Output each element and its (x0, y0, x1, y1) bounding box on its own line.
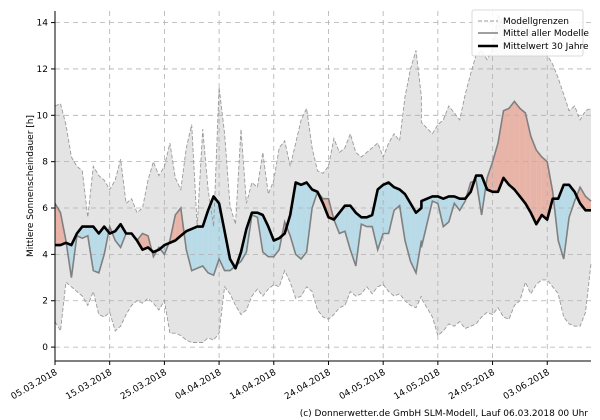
above-normal-fill (536, 150, 542, 225)
above-normal-fill (508, 101, 515, 190)
above-normal-fill (503, 108, 509, 185)
ensemble-mean-line (54, 100, 592, 278)
y-tick-label: 8 (42, 158, 48, 168)
above-normal-fill (519, 108, 526, 204)
below-normal-fill (306, 182, 313, 253)
above-normal-fill (492, 143, 499, 192)
below-normal-fill (344, 205, 351, 250)
above-normal-fill (498, 110, 504, 192)
x-tick-label: 24.04.2018 (283, 368, 333, 403)
y-tick-label: 10 (37, 111, 49, 121)
below-normal-fill (82, 226, 88, 239)
above-normal-fill (541, 157, 548, 220)
above-normal-fill (142, 233, 148, 250)
below-normal-fill (120, 224, 127, 248)
legend-label-climatology: Mittelwert 30 Jahre (503, 42, 589, 52)
below-normal-fill (394, 187, 400, 211)
legend-label-envelope: Modellgrenzen (503, 17, 569, 27)
x-tick-label: 24.05.2018 (447, 368, 497, 403)
below-normal-fill (295, 182, 302, 260)
below-normal-fill (197, 226, 203, 269)
below-normal-fill (350, 205, 356, 266)
above-normal-fill (547, 161, 553, 220)
x-tick-label: 04.04.2018 (174, 368, 224, 403)
y-tick-label: 12 (37, 65, 48, 75)
legend: Modellgrenzen Mittel aller Modelle Mitte… (471, 9, 589, 57)
climatology-line (55, 174, 591, 270)
below-normal-fill (93, 226, 99, 273)
legend-box (471, 9, 584, 57)
above-normal-fill (530, 136, 537, 225)
y-axis-title: Mittlere Sonnenscheindauer [h] (26, 115, 36, 257)
above-normal-fill (514, 101, 520, 197)
x-tick-label: 25.03.2018 (119, 368, 169, 403)
below-normal-fill (213, 196, 220, 276)
above-normal-fill (175, 208, 181, 241)
envelope-lower-line (54, 263, 592, 343)
x-tick-label: 05.03.2018 (10, 368, 60, 403)
below-normal-fill (219, 203, 225, 271)
below-normal-fill (273, 238, 280, 257)
below-normal-fill (563, 184, 570, 260)
below-normal-fill (415, 208, 422, 273)
credit-line: (c) Donnerwetter.de GmbH SLM-Modell, Lau… (300, 409, 589, 419)
y-tick-label: 0 (42, 343, 48, 353)
below-normal-fill (377, 184, 384, 250)
below-normal-fill (191, 226, 198, 271)
legend-label-ensemble-mean: Mittel aller Modelle (503, 29, 589, 39)
below-normal-fill (410, 203, 416, 273)
above-normal-fill (487, 161, 493, 192)
below-normal-fill (186, 228, 192, 271)
x-tick-label: 04.05.2018 (338, 368, 388, 403)
above-normal-fill (55, 203, 61, 246)
x-tick-label: 03.06.2018 (502, 368, 552, 403)
below-normal-fill (569, 184, 575, 218)
below-normal-fill (383, 182, 389, 234)
x-tick-label: 14.05.2018 (393, 368, 443, 403)
below-normal-fill (290, 182, 296, 255)
below-normal-fill (454, 196, 460, 211)
below-normal-fill (268, 226, 274, 257)
x-tick-label: 14.04.2018 (228, 368, 278, 403)
y-axis-ticks: 0 2 4 6 8 10 12 14 (37, 19, 55, 353)
below-normal-fill (208, 196, 214, 276)
y-tick-label: 2 (42, 297, 48, 307)
below-normal-fill (443, 196, 449, 227)
x-axis-ticks: 05.03.2018 15.03.2018 25.03.2018 04.04.2018… (10, 361, 552, 402)
above-normal-fill (585, 196, 591, 211)
above-normal-fill (525, 112, 531, 213)
below-normal-fill (372, 189, 378, 250)
below-normal-fill (558, 184, 564, 260)
below-normal-fill (301, 182, 307, 260)
y-tick-label: 6 (42, 204, 48, 214)
x-tick-label: 15.03.2018 (64, 368, 114, 403)
y-tick-label: 14 (37, 19, 49, 29)
below-normal-fill (98, 226, 105, 273)
y-tick-label: 4 (42, 250, 48, 260)
